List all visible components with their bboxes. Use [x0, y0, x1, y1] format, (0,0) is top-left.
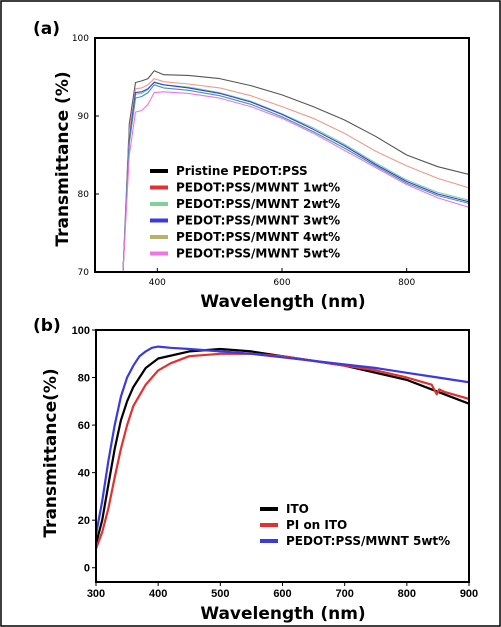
series-line — [122, 84, 469, 272]
y-tick-label: 40 — [78, 467, 90, 479]
y-axis-title: Transmittance (%) — [53, 71, 73, 246]
legend-label: PEDOT:PSS/MWNT 4wt% — [176, 230, 340, 244]
plot-area: 300 400 500 600 700 800 900 0 20 40 60 80 100 ITO PI o… — [72, 325, 479, 600]
legend-label: Pristine PEDOT:PSS — [176, 164, 308, 178]
series-line — [122, 81, 469, 272]
x-tick-label: 800 — [398, 588, 416, 600]
series-line — [122, 70, 469, 272]
panel-label: (b) — [33, 316, 61, 336]
y-tick-label: 20 — [78, 515, 90, 527]
series-line — [122, 81, 469, 272]
x-tick-label: 300 — [87, 588, 105, 600]
x-tick-label: 600 — [273, 588, 291, 600]
y-tick-label: 70 — [78, 268, 90, 278]
legend-label: PEDOT:PSS/MWNT 1wt% — [176, 181, 340, 195]
legend-label: PI on ITO — [286, 518, 347, 532]
legend-label: PEDOT:PSS/MWNT 2wt% — [176, 197, 340, 211]
series-line — [96, 345, 469, 535]
legend-label: PEDOT:PSS/MWNT 5wt% — [286, 534, 450, 548]
series-line — [122, 78, 469, 272]
legend: ITO PI on ITO PEDOT:PSS/MWNT 5wt% — [260, 502, 450, 548]
y-axis-title: Transmittance(%) — [41, 368, 61, 537]
series-line — [96, 352, 469, 550]
legend-label: PEDOT:PSS/MWNT 5wt% — [176, 247, 340, 261]
panel-b: (b) Transmittance(%) Wavelength (nm) 300… — [33, 316, 478, 624]
x-tick-label: 900 — [460, 588, 478, 600]
x-axis-title: Wavelength (nm) — [200, 604, 365, 624]
x-axis-title: Wavelength (nm) — [200, 292, 365, 312]
panel-label: (a) — [33, 19, 60, 39]
x-tick-label: 700 — [335, 588, 353, 600]
y-tick-label: 80 — [78, 372, 90, 384]
y-tick-label: 80 — [78, 190, 90, 200]
series-line — [96, 347, 469, 545]
y-tick-label: 100 — [72, 34, 89, 44]
series-group — [96, 345, 469, 550]
series-line — [122, 91, 469, 272]
y-tick-label: 100 — [72, 325, 90, 337]
legend-label: PEDOT:PSS/MWNT 3wt% — [176, 214, 340, 228]
x-tick-label: 400 — [149, 588, 167, 600]
y-tick-label: 60 — [78, 420, 90, 432]
x-tick-label: 600 — [273, 278, 290, 288]
y-tick-label: 0 — [84, 563, 90, 575]
x-tick-label: 800 — [398, 278, 415, 288]
y-tick-label: 90 — [78, 112, 90, 122]
x-tick-label: 400 — [149, 278, 166, 288]
plot-area: 400 600 800 70 80 90 100 Pristine PEDOT:PSS PEDO… — [72, 34, 470, 288]
x-tick-label: 500 — [211, 588, 229, 600]
panel-a: (a) Transmittance (%) Wavelength (nm) 40… — [33, 19, 470, 312]
legend-label: ITO — [286, 502, 309, 516]
series-group — [122, 70, 469, 272]
legend: Pristine PEDOT:PSS PEDOT:PSS/MWNT 1wt% PED… — [150, 164, 340, 261]
